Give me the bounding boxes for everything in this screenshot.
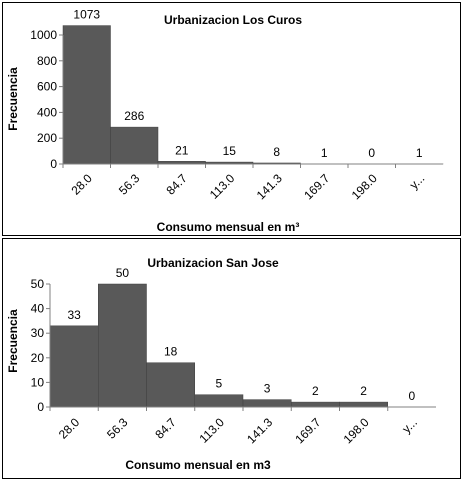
chart-title: Urbanizacion Los Curos	[164, 13, 302, 27]
y-tick-label: 10	[31, 375, 45, 389]
data-label: 21	[175, 143, 189, 157]
bar-280	[62, 25, 111, 165]
y-axis-title: Frecuencia	[6, 67, 20, 131]
y-tick-label: 600	[37, 80, 57, 94]
bar-1130	[194, 394, 244, 408]
x-tick-label: 141.3	[254, 171, 285, 202]
chart-title: Urbanizacion San Jose	[147, 256, 279, 270]
bar-1980	[339, 401, 388, 408]
data-label: 8	[273, 145, 280, 159]
bar-1697	[291, 401, 340, 408]
x-tick-label: 169.7	[292, 415, 323, 446]
x-tick-label: 56.3	[104, 415, 131, 442]
data-label: 0	[409, 389, 416, 403]
chart-panel-san-jose: Urbanizacion San Jose 33 50 18 5 3 2 2 0 0 10 20 30 4…	[2, 238, 461, 479]
bar-280	[49, 325, 99, 408]
data-label: 50	[116, 266, 130, 280]
data-label: 18	[164, 345, 178, 359]
y-axis-title: Frecuencia	[6, 309, 20, 373]
data-label: 2	[360, 384, 367, 398]
x-axis-title: Consumo mensual en m³	[157, 220, 300, 234]
bar-563	[110, 126, 159, 165]
y-tick-label: 40	[31, 302, 45, 316]
x-tick-label: 84.7	[163, 171, 190, 198]
data-label: 286	[124, 109, 144, 123]
x-tick-label: 198.0	[349, 171, 380, 202]
y-tick-label: 30	[31, 326, 45, 340]
x-tick-label: y...	[407, 171, 428, 192]
bar-847	[146, 362, 195, 408]
data-label: 1	[416, 146, 423, 160]
bar-1413	[242, 399, 292, 408]
y-tick-label: 20	[31, 351, 45, 365]
x-tick-label: 198.0	[341, 415, 372, 446]
x-axis-title: Consumo mensual en m3	[125, 458, 271, 472]
data-label: 2	[312, 384, 319, 398]
x-tick-label: 28.0	[68, 171, 95, 198]
data-label: 15	[223, 144, 237, 158]
data-label: 5	[216, 377, 223, 391]
chart-panel-los-curos: Urbanizacion Los Curos 1073 286 21 15 8 1 0 1 0 20…	[2, 2, 461, 236]
x-tick-label: 28.0	[56, 415, 83, 442]
y-tick-label: 50	[31, 277, 45, 291]
data-label: 3	[264, 382, 271, 396]
y-tick-label: 1000	[30, 28, 57, 42]
x-tick-label: 113.0	[207, 171, 238, 202]
data-label: 33	[67, 308, 81, 322]
y-tick-label: 0	[50, 157, 57, 171]
x-tick-label: 56.3	[116, 171, 143, 198]
data-label: 1073	[73, 8, 100, 22]
x-tick-label: 84.7	[152, 415, 179, 442]
data-label: 1	[321, 146, 328, 160]
x-tick-label: 169.7	[301, 171, 332, 202]
y-tick-label: 0	[37, 400, 44, 414]
bar-563	[98, 283, 147, 408]
x-tick-label: 113.0	[196, 415, 227, 446]
x-tick-label: 141.3	[244, 415, 275, 446]
y-tick-label: 800	[37, 54, 57, 68]
data-label: 0	[368, 146, 375, 160]
x-tick-label: y...	[399, 415, 420, 436]
y-tick-label: 200	[37, 131, 57, 145]
y-tick-label: 400	[37, 105, 57, 119]
